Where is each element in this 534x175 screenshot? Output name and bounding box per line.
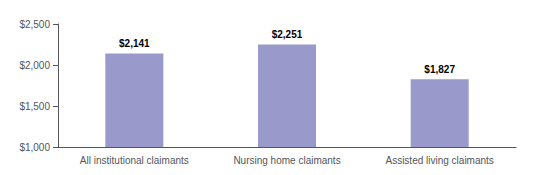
svg-text:$2,500: $2,500 — [19, 19, 50, 30]
svg-text:$2,141: $2,141 — [119, 38, 150, 49]
svg-text:$1,827: $1,827 — [424, 64, 455, 75]
svg-text:Nursing home claimants: Nursing home claimants — [233, 155, 340, 166]
svg-text:$1,000: $1,000 — [19, 142, 50, 153]
svg-text:Assisted living claimants: Assisted living claimants — [385, 155, 493, 166]
svg-text:All institutional claimants: All institutional claimants — [80, 155, 189, 166]
svg-text:$1,500: $1,500 — [19, 101, 50, 112]
svg-text:$2,251: $2,251 — [272, 29, 303, 40]
svg-text:$2,000: $2,000 — [19, 60, 50, 71]
